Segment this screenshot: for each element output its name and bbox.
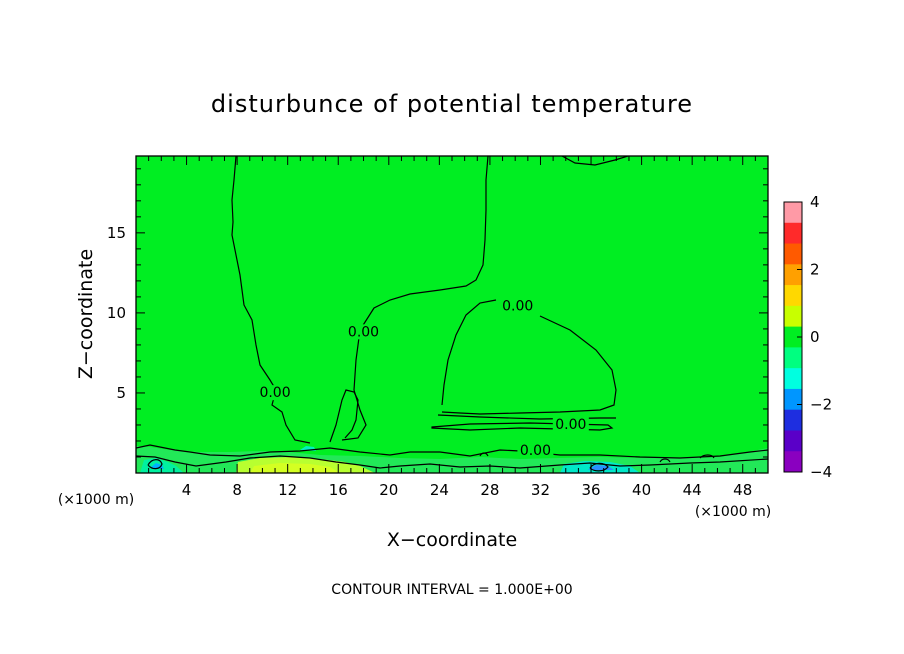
colorbar-segment [784,222,802,245]
contour-label: 0.00 [555,417,586,433]
x-tick-label: 24 [430,481,449,499]
contour-eddy-4 [659,458,671,463]
warm-patch-core [250,463,340,473]
colorbar-segment [784,264,802,286]
contour-eddy-2 [589,462,609,472]
surface-layer [136,446,768,473]
x-unit-right: (×1000 m) [695,504,771,520]
colorbar-segment [784,326,802,348]
cool-patch-left-core [150,463,164,469]
contour-label-bg [552,417,589,433]
colorbar-segment [784,285,802,307]
chart-title: disturbunce of potential temperature [211,90,693,118]
colorbar-segment [784,202,802,224]
contour-label-bg [257,385,294,401]
y-axis-ticks: 5 10 15 [107,168,768,458]
contour-label-bg [345,324,382,340]
contour-label-bg [499,298,536,314]
contour-label-bg [517,442,554,458]
colorbar-tick-label: 0 [810,328,820,346]
x-tick-label: 48 [733,481,752,499]
colorbar-segment [784,430,802,452]
x-tick-label: 36 [581,481,600,499]
colorbar-tick-label: −2 [810,396,832,414]
x-tick-label: 12 [278,481,297,499]
x-tick-label: 32 [531,481,550,499]
contour-inner-spike [329,389,359,443]
contour-interval-label: CONTOUR INTERVAL = 1.000E+00 [331,582,572,598]
y-tick-label: 15 [107,224,126,242]
contour-eddy-5 [479,452,489,457]
contour-plume-left [231,156,311,444]
colorbar-tick-label: −4 [810,463,832,481]
colorbar-segment [784,305,802,328]
colorbar-ticks: 4 2 0 −2 −4 [797,193,832,481]
contour-labels: 0.000.000.000.000.00 [257,298,589,459]
colorbar [783,201,803,473]
contour-top-right [561,156,629,166]
x-tick-label: 16 [329,481,348,499]
contour-dome [441,299,617,415]
y-axis-title: Z−coordinate [75,249,97,379]
x-axis-title: X−coordinate [387,529,517,551]
contour-dome-band-b [431,422,614,431]
contour-label: 0.00 [502,299,533,315]
contour-dome-band-a [437,414,616,420]
contour-lines [136,156,768,472]
colorbar-tick-label: 2 [810,261,820,279]
x-tick-label: 4 [182,481,192,499]
contour-surface-lower [136,455,768,469]
x-tick-label: 8 [232,481,242,499]
x-tick-label: 40 [632,481,651,499]
colorbar-segment [784,451,802,473]
y-tick-label: 5 [116,384,126,402]
x-tick-label: 44 [683,481,702,499]
contour-surface [136,444,768,459]
x-tick-label: 20 [379,481,398,499]
colorbar-segment [784,409,802,431]
x-unit-left: (×1000 m) [58,492,134,508]
contour-label: 0.00 [520,443,551,459]
contour-label: 0.00 [259,385,290,401]
colorbar-segment [784,347,802,369]
colorbar-segment [784,243,802,265]
colorbar-segment [784,368,802,390]
colorbar-tick-label: 4 [810,193,820,211]
contour-label: 0.00 [348,324,379,340]
x-axis-ticks: 4 8 12 16 20 24 28 32 36 40 44 48 [148,156,756,499]
plot-area [136,156,768,473]
colorbar-segment [784,388,802,411]
x-tick-label: 28 [480,481,499,499]
contour-plume-right [341,156,489,441]
y-tick-label: 10 [107,304,126,322]
contour-eddy-1 [147,459,163,470]
contour-eddy-3 [699,454,715,459]
